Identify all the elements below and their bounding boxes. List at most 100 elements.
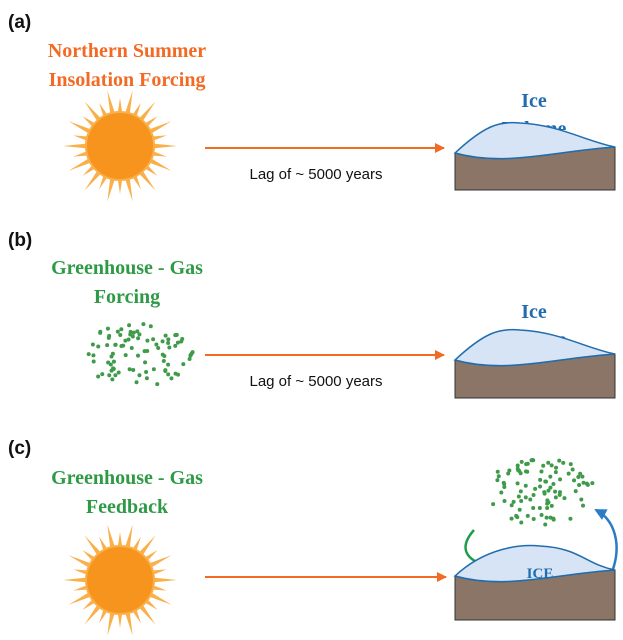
gas-dot bbox=[515, 463, 520, 468]
gas-dot bbox=[151, 367, 156, 372]
gas-dot bbox=[131, 368, 136, 373]
gas-dot bbox=[136, 336, 141, 341]
gas-dot bbox=[581, 503, 586, 508]
gas-dot bbox=[151, 337, 156, 342]
gas-dot bbox=[166, 372, 171, 377]
gas-dot bbox=[579, 497, 584, 502]
title: Greenhouse - Gas bbox=[51, 257, 203, 279]
gas-dot bbox=[576, 474, 581, 479]
gas-dot bbox=[502, 481, 507, 486]
gas-dot bbox=[137, 332, 142, 337]
title: Forcing bbox=[94, 286, 160, 308]
gas-dot bbox=[546, 500, 551, 505]
gas-dot bbox=[173, 343, 178, 348]
gas-dot bbox=[108, 362, 113, 367]
gas-dot bbox=[570, 467, 575, 472]
gas-dot bbox=[531, 517, 536, 522]
gas-dot bbox=[105, 326, 110, 331]
gas-dot bbox=[509, 516, 514, 521]
title: Greenhouse - Gas bbox=[51, 467, 203, 489]
gas-dot bbox=[515, 466, 520, 471]
gas-dot bbox=[90, 342, 95, 347]
gas-dot bbox=[511, 499, 516, 504]
gas-dot bbox=[109, 354, 114, 359]
gas-dot bbox=[495, 469, 500, 474]
gas-dot bbox=[506, 471, 511, 476]
gas-dot bbox=[528, 497, 533, 502]
gas-dot bbox=[143, 360, 148, 365]
gas-dot bbox=[127, 323, 132, 328]
gas-dot bbox=[515, 515, 520, 520]
gas-dot bbox=[163, 333, 168, 338]
gas-dot bbox=[111, 359, 116, 364]
gas-dot bbox=[166, 337, 171, 342]
gas-dot bbox=[539, 469, 544, 474]
gas-dot bbox=[86, 352, 91, 357]
gas-dot bbox=[519, 459, 524, 464]
gas-dot bbox=[128, 332, 133, 337]
gas-dot bbox=[148, 324, 153, 329]
gas-dot bbox=[96, 374, 101, 379]
gas-dot bbox=[578, 471, 583, 476]
gas-dot bbox=[562, 496, 567, 501]
gas-dot bbox=[502, 484, 507, 489]
gas-dot bbox=[121, 343, 126, 348]
gas-dot bbox=[553, 470, 558, 475]
title: Feedback bbox=[86, 496, 169, 518]
gas-dot bbox=[554, 465, 559, 470]
gas-dot bbox=[100, 372, 105, 377]
gas-dot bbox=[551, 481, 556, 486]
gas-dot bbox=[142, 349, 147, 354]
gas-dot bbox=[548, 474, 553, 479]
gas-dot bbox=[542, 490, 547, 495]
gas-dot bbox=[118, 332, 123, 337]
sun bbox=[85, 111, 155, 181]
gas-dot bbox=[572, 478, 577, 483]
gas-dot bbox=[106, 335, 111, 340]
gas-dot bbox=[129, 345, 134, 350]
gas-dot bbox=[519, 520, 524, 525]
ice-sheet bbox=[453, 544, 616, 583]
gas-dot bbox=[523, 495, 528, 500]
gas-dot bbox=[530, 457, 535, 462]
gas-dot bbox=[491, 502, 496, 507]
gas-dot bbox=[180, 336, 185, 341]
gas-dot bbox=[123, 338, 128, 343]
gas-dot bbox=[137, 373, 142, 378]
gas-dot bbox=[545, 505, 550, 510]
panel-label: (a) bbox=[8, 12, 31, 33]
gas-dot bbox=[107, 373, 112, 378]
gas-dot bbox=[523, 483, 528, 488]
title: Insolation Forcing bbox=[49, 69, 206, 91]
arrow-label: Lag of ~ 5000 years bbox=[249, 373, 382, 390]
gas-dot bbox=[160, 339, 165, 344]
gas-dot bbox=[581, 480, 586, 485]
gas-dot bbox=[116, 370, 121, 375]
gas-dot bbox=[145, 338, 150, 343]
gas-dot bbox=[110, 377, 115, 382]
gas-dot bbox=[173, 333, 178, 338]
gas-dot bbox=[187, 356, 192, 361]
gas-dot bbox=[175, 340, 180, 345]
gas-dot bbox=[549, 463, 554, 468]
gas-dot bbox=[541, 463, 546, 468]
gas-dot bbox=[524, 462, 529, 467]
gas-dot bbox=[577, 482, 582, 487]
gas-dot bbox=[580, 474, 585, 479]
gas-dot bbox=[154, 342, 159, 347]
gas-dot bbox=[543, 479, 548, 484]
gas-dot bbox=[181, 362, 186, 367]
sun bbox=[85, 545, 155, 615]
gas-dot bbox=[98, 330, 103, 335]
gas-dot bbox=[558, 477, 563, 482]
gas-dot bbox=[135, 329, 140, 334]
gas-dot bbox=[531, 505, 536, 510]
gas-dot bbox=[499, 490, 504, 495]
gas-dot bbox=[568, 462, 573, 467]
gas-dot bbox=[533, 486, 538, 491]
gas-dot bbox=[538, 484, 543, 489]
gas-dot bbox=[96, 344, 101, 349]
gas-dot bbox=[544, 515, 549, 520]
gas-dot bbox=[531, 493, 536, 498]
